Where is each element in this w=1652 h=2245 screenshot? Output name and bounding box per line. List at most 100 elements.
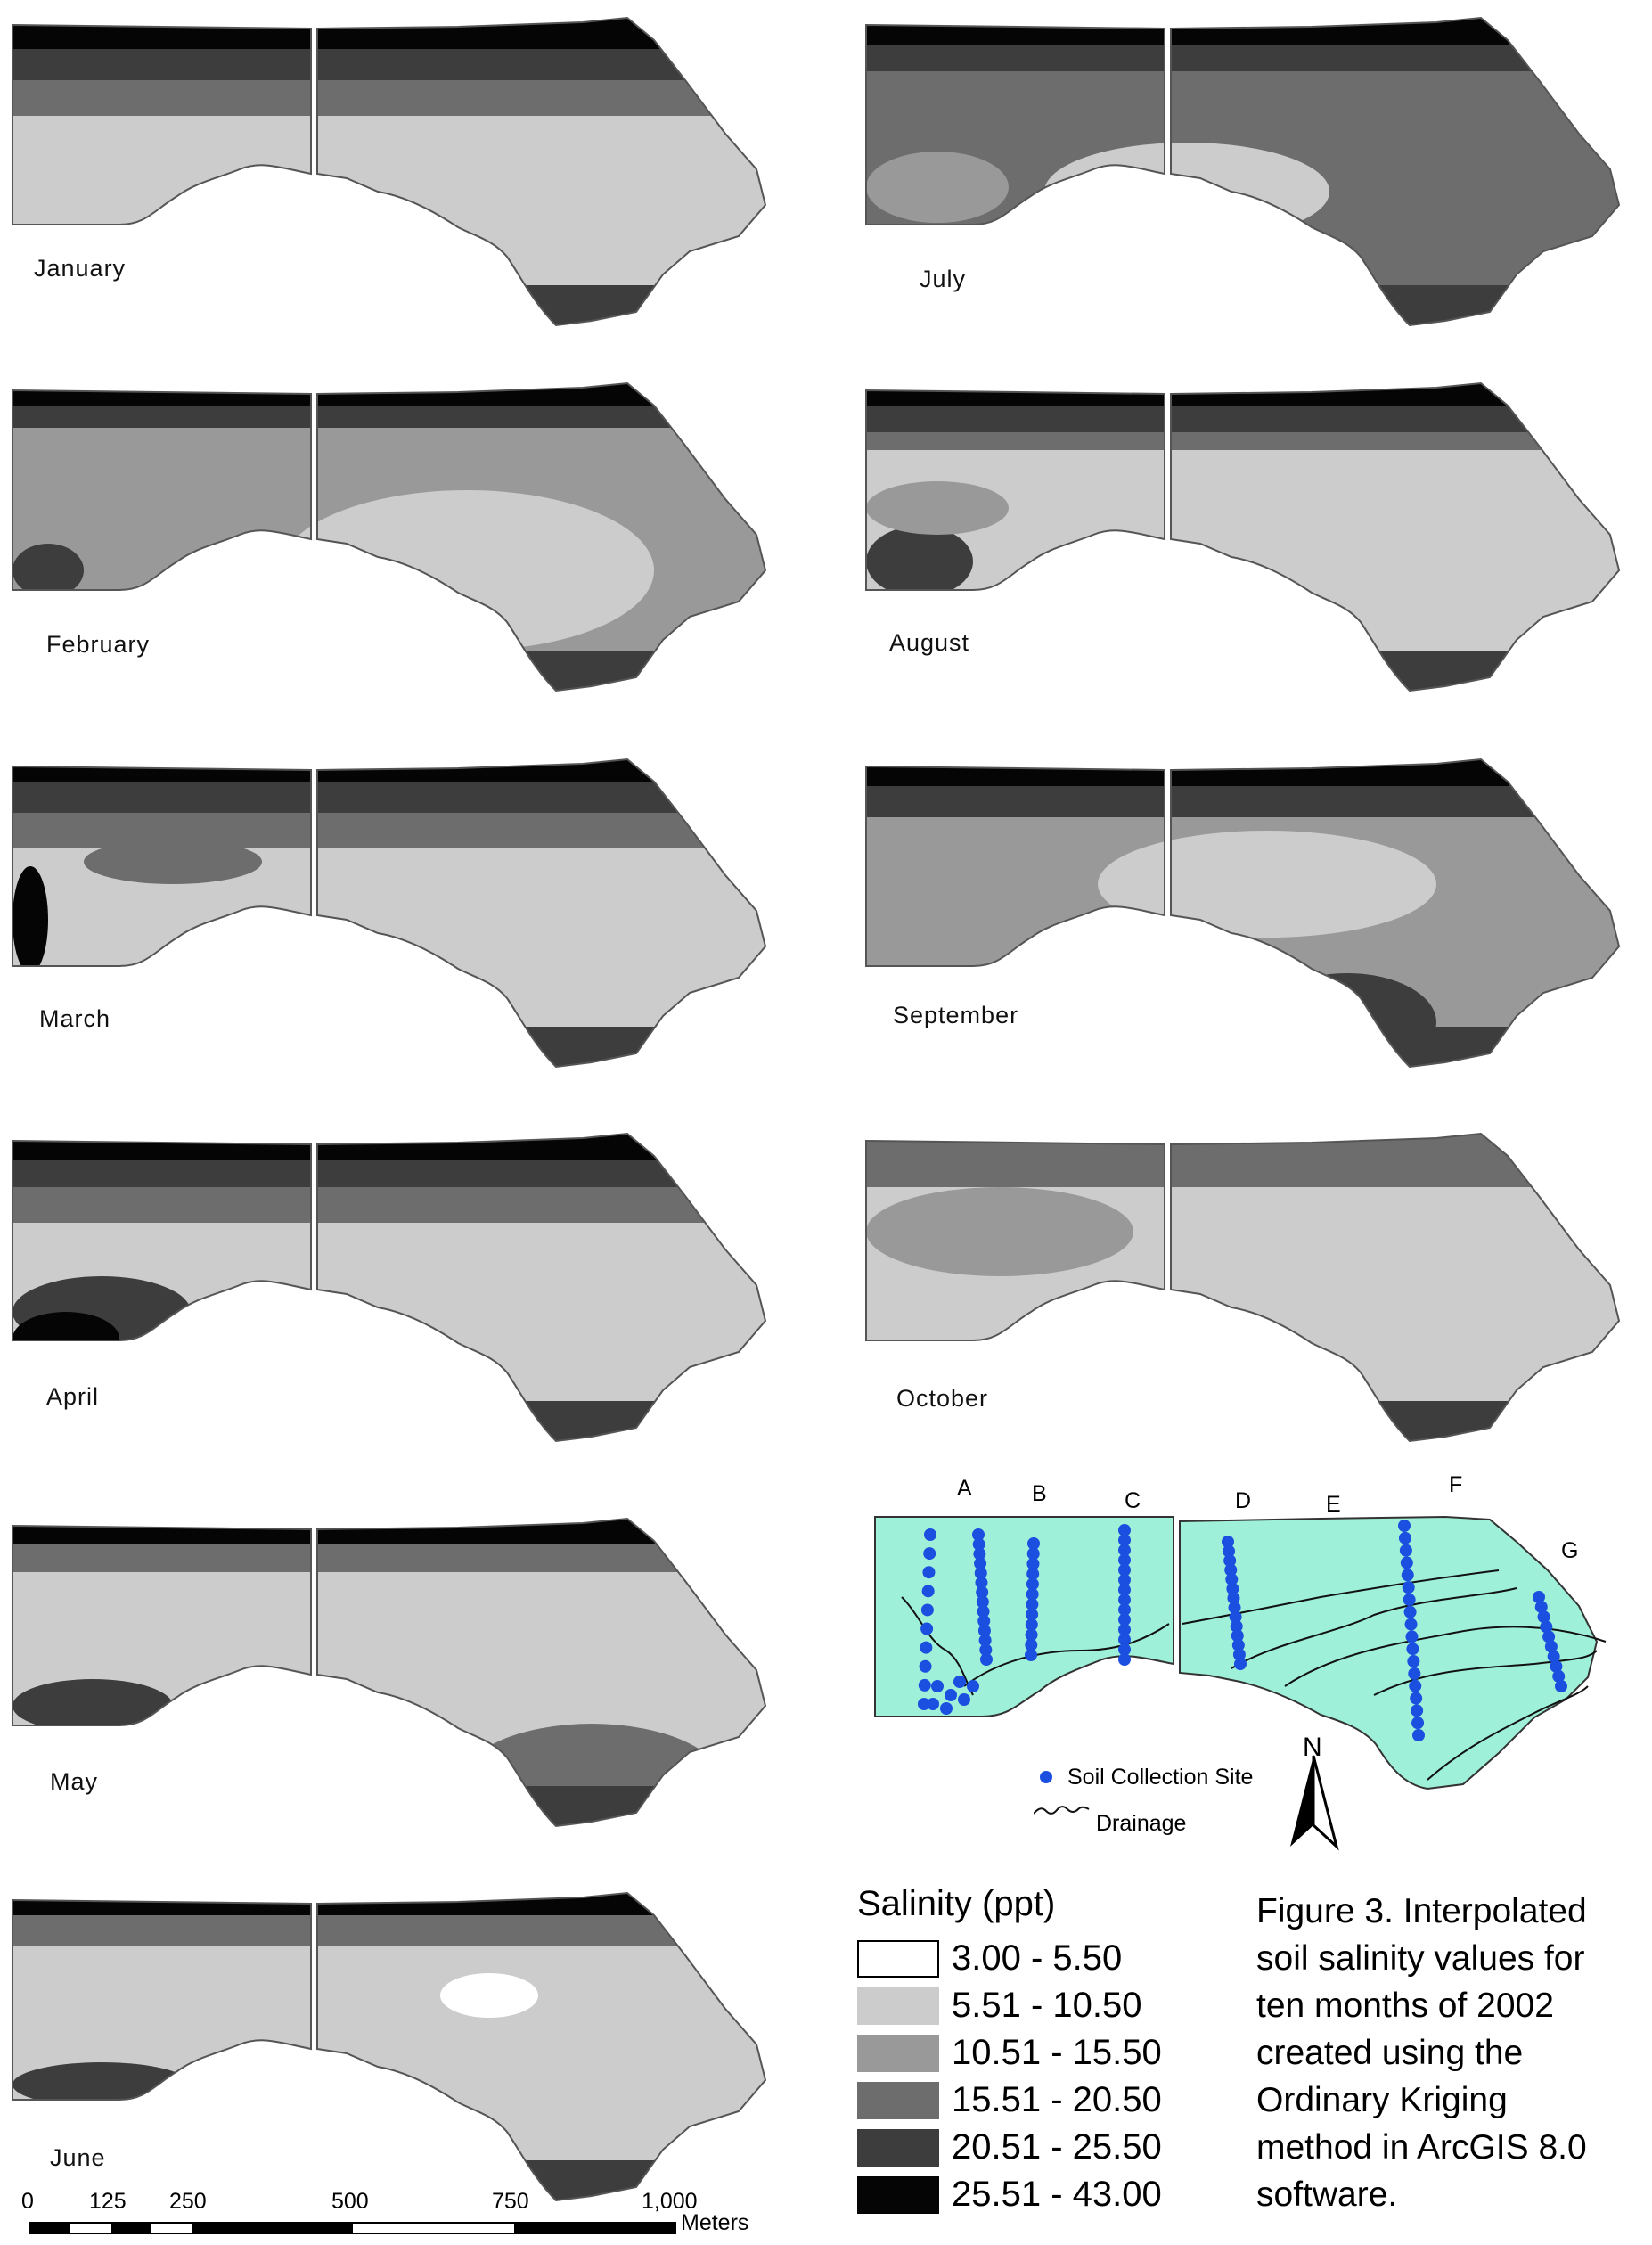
soil-collection-site [920,1622,934,1635]
soil-collection-site [1408,1667,1421,1680]
soil-collection-site [1026,1577,1039,1591]
legend-label: 5.51 - 10.50 [952,1986,1142,2025]
legend-swatch [857,2081,939,2119]
soil-collection-site [1118,1613,1131,1626]
site-map-key-icons [1034,1771,1090,1815]
drainage-line [1231,1587,1517,1669]
soil-collection-site [1027,1537,1040,1550]
salinity-zone [440,1973,538,2018]
salinity-zone [866,786,1165,817]
soil-collection-site [1404,1618,1418,1631]
soil-collection-site [1025,1638,1038,1651]
soil-collection-site [979,1643,993,1657]
salinity-zone [511,285,765,325]
salinity-zone [12,80,311,116]
legend-swatch [857,2128,939,2167]
soil-collection-site [1555,1680,1567,1692]
soil-collection-site [1550,1659,1563,1673]
figure-caption: Figure 3. Interpolated soil salinity val… [1256,1888,1648,2218]
salinity-zone [12,1312,119,1340]
salinity-zone [866,432,1165,450]
salinity-zone [866,406,1165,432]
soil-collection-site [1234,1658,1247,1670]
soil-collection-site [1226,1582,1239,1595]
month-label-july: July [920,266,967,292]
caption-line: software. [1256,2175,1398,2214]
soil-collection-site [921,1585,935,1598]
soil-collection-site [1533,1591,1545,1603]
salinity-zone [866,481,1009,535]
soil-collection-site [1542,1630,1556,1643]
soil-collection-site [974,1557,987,1570]
salinity-map-panel [865,17,1620,326]
soil-collection-site [972,1528,985,1541]
salinity-zone [511,651,765,691]
soil-collection-site [1398,1520,1411,1532]
soil-collection-site [1118,1623,1131,1636]
soil-collection-site [977,1614,991,1627]
legend-title: Salinity (ppt) [857,1884,1056,1923]
soil-collection-site [1118,1603,1131,1617]
soil-collection-site [967,1680,979,1692]
soil-collection-site [1228,1601,1241,1614]
soil-collection-site [1412,1729,1425,1741]
soil-collection-site [975,1576,988,1589]
soil-collection-site [1552,1669,1566,1683]
transect-label-d: D [1235,1488,1252,1513]
salinity-zone [866,526,973,590]
soil-collection-site [1407,1655,1420,1668]
month-label-september: September [893,1002,1019,1028]
salinity-zone [12,406,311,428]
legend-item: 3.00 - 5.50 [857,1938,1122,1979]
transect-label-c: C [1125,1488,1141,1513]
salinity-zone [1365,651,1619,691]
soil-collection-site [1222,1536,1234,1548]
month-label-october: October [896,1385,989,1412]
scale-tick-label: 750 [492,2189,529,2214]
soil-collection-site [1118,1583,1131,1596]
legend-item: 15.51 - 20.50 [857,2080,1162,2120]
month-label-february: February [46,631,151,658]
soil-collection-site [920,1641,933,1654]
transect-label-a: A [957,1476,972,1501]
salinity-zone [866,390,1165,406]
soil-collection-site [1118,1563,1131,1577]
legend-swatch [857,2034,939,2072]
month-label-april: April [46,1383,100,1410]
transect-label-g: G [1561,1538,1579,1563]
salinity-zone [12,866,48,966]
salinity-zone [866,1141,1165,1187]
salinity-zone [12,766,311,782]
soil-collection-site [918,1698,930,1710]
drainage-line [963,1623,1170,1687]
soil-collection-site [1231,1629,1244,1643]
soil-collection-site [972,1537,985,1551]
soil-collection-site [1409,1679,1422,1692]
salinity-map-panel [12,382,766,692]
soil-collection-site [978,1634,992,1647]
salinity-zone [12,1900,311,1915]
salinity-zone [12,390,311,406]
soil-collection-site [1118,1534,1131,1547]
soil-collection-site [1118,1653,1131,1666]
drainage-line [901,1596,974,1696]
salinity-zone [866,45,1165,71]
north-arrow-icon [1290,1755,1339,1851]
soil-collection-site [1406,1643,1419,1656]
legend-item: 5.51 - 10.50 [857,1986,1142,2026]
soil-collection-site [1401,1569,1414,1582]
transect-label-f: F [1449,1472,1463,1497]
scale-segment [30,2223,70,2233]
soil-collection-site [924,1528,936,1541]
salinity-zone [317,490,654,651]
legend-label: 10.51 - 15.50 [952,2033,1162,2072]
soil-collection-site [1230,1619,1243,1633]
soil-collection-site [1025,1628,1038,1642]
salinity-map-panel [865,1133,1620,1442]
soil-collection-site [958,1693,970,1706]
scale-tick-label: 250 [169,2189,207,2214]
salinity-zone [1171,432,1619,450]
salinity-zone [12,1526,311,1544]
soil-collection-site [940,1702,953,1715]
salinity-zone [1365,285,1619,325]
